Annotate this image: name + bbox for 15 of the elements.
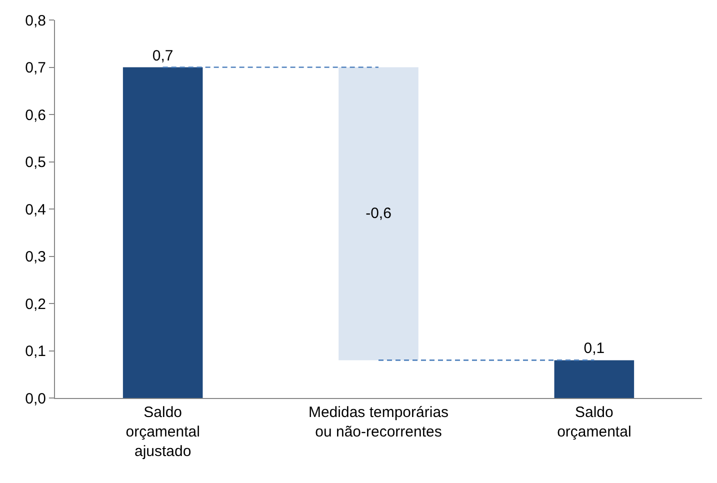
- y-tick-label: 0,5: [25, 154, 46, 171]
- y-tick-label: 0,7: [25, 60, 46, 76]
- y-tick-label: 0,4: [25, 201, 46, 218]
- y-tick-label: 0,8: [25, 12, 46, 30]
- x-tick-label: Saldo orçamental: [557, 404, 632, 440]
- y-tick-label: 0,0: [25, 390, 46, 408]
- x-tick-label: Saldo orçamental ajustado: [126, 404, 200, 460]
- y-tick-label: 0,2: [25, 296, 46, 313]
- data-label: 0,7: [152, 47, 174, 64]
- x-tick-label: Medidas temporárias ou não-recorrentes: [308, 404, 449, 440]
- y-tick-label: 0,6: [25, 106, 46, 124]
- y-tick-label: 0,3: [25, 248, 46, 266]
- data-label: -0,6: [366, 205, 392, 222]
- data-label: 0,1: [584, 340, 605, 358]
- y-tick-label: 0,1: [25, 343, 46, 360]
